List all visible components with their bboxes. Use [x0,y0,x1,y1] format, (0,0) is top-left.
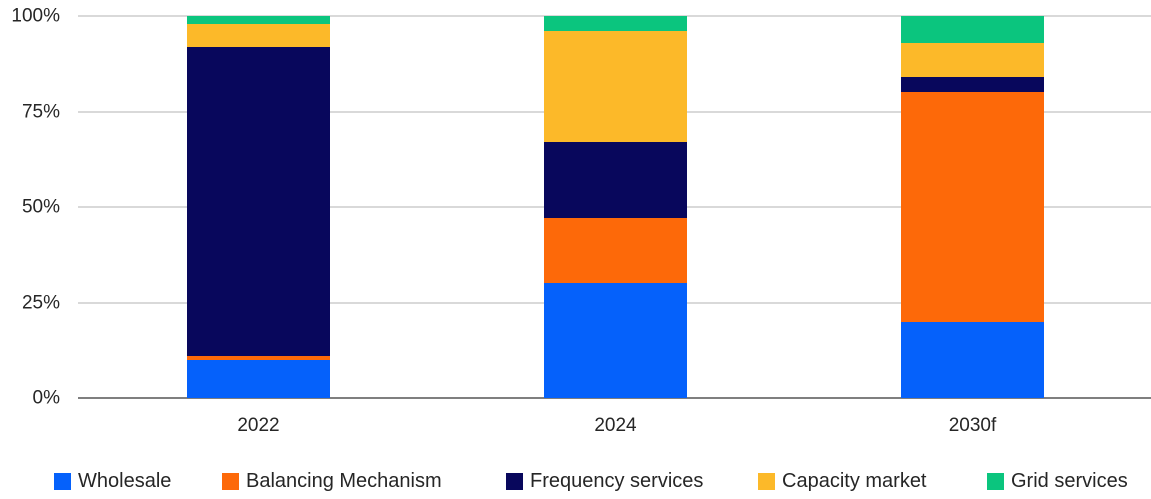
bar-segment-grid-services [187,16,330,24]
x-axis-tick-label: 2030f [948,415,997,436]
bar-segment-frequency-services [187,46,330,356]
legend-swatch-icon [758,473,775,490]
legend: Wholesale Balancing Mechanism Frequency se… [0,463,1151,499]
y-axis-tick-label: 50% [21,196,60,218]
legend-swatch-icon [222,473,239,490]
legend-item-capacity-market: Capacity market [758,470,927,493]
bar-segment-grid-services [544,16,687,32]
legend-label: Grid services [1011,470,1128,492]
legend-label: Capacity market [782,470,927,492]
x-axis-tick-label: 2024 [594,415,637,436]
legend-item-frequency-services: Frequency services [506,470,703,493]
legend-item-balancing-mechanism: Balancing Mechanism [222,470,442,493]
y-axis-tick-label: 100% [11,5,60,27]
bar-2024 [544,16,687,398]
y-axis-tick-label: 75% [21,101,60,122]
bar-2022 [187,16,330,398]
bar-segment-wholesale [544,283,687,398]
bar-segment-wholesale [901,321,1044,398]
bar-2030f [901,16,1044,398]
bar-segment-capacity-market [901,42,1044,78]
legend-label: Wholesale [78,470,172,492]
legend-swatch-icon [506,473,523,490]
bar-segment-balancing-mechanism [901,92,1044,322]
legend-item-wholesale: Wholesale [54,470,171,493]
legend-label: Balancing Mechanism [246,470,442,492]
bar-segment-balancing-mechanism [544,218,687,284]
bar-segment-wholesale [187,359,330,398]
x-axis-line [78,397,1151,399]
y-axis-tick-label: 0% [32,387,60,409]
bar-segment-balancing-mechanism [187,356,330,360]
legend-item-grid-services: Grid services [987,470,1128,493]
x-axis-tick-label: 2022 [237,415,280,436]
legend-label: Frequency services [530,470,704,492]
plot-area: 0% 25% 50% 75% 100% 2022 2024 2030f [11,5,1151,436]
bar-segment-capacity-market [544,31,687,143]
bar-segment-capacity-market [187,23,330,47]
bar-segment-frequency-services [901,77,1044,93]
legend-swatch-icon [54,473,71,490]
gridline [78,15,1151,17]
bar-segment-frequency-services [544,142,687,219]
legend-swatch-icon [987,473,1004,490]
y-axis-tick-label: 25% [21,292,60,313]
bar-segment-grid-services [901,16,1044,43]
